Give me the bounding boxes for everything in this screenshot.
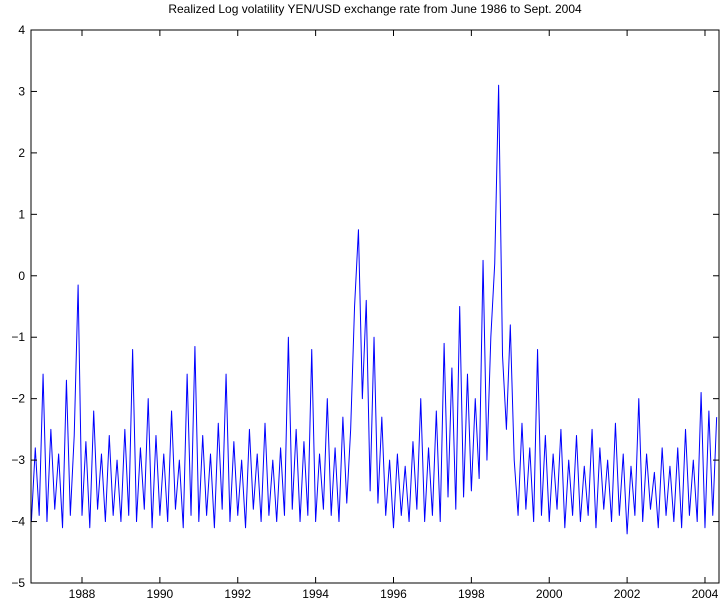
y-tick-label: −4 xyxy=(11,515,25,529)
data-line xyxy=(30,84,718,535)
y-tick-label: 2 xyxy=(18,146,25,160)
x-tick-label: 1990 xyxy=(147,587,174,600)
y-tick-label: 3 xyxy=(18,84,25,98)
x-tick-label: 1994 xyxy=(302,587,329,600)
y-tick-label: 1 xyxy=(18,207,25,221)
x-tick-label: 1998 xyxy=(458,587,485,600)
plot-frame xyxy=(30,29,720,584)
y-tick-label: −5 xyxy=(11,576,25,590)
x-tick-label: 1992 xyxy=(224,587,251,600)
y-tick-label: −1 xyxy=(11,330,25,344)
x-tick-label: 2000 xyxy=(536,587,563,600)
y-tick-label: −3 xyxy=(11,453,25,467)
y-tick-label: 4 xyxy=(18,23,25,37)
x-tick-label: 1988 xyxy=(69,587,96,600)
chart-title: Realized Log volatility YEN/USD exchange… xyxy=(168,2,582,16)
x-tick-label: 1996 xyxy=(380,587,407,600)
y-tick-label: 0 xyxy=(18,269,25,283)
x-tick-label: 2002 xyxy=(614,587,641,600)
x-tick-label: 2004 xyxy=(692,587,719,600)
y-tick-label: −2 xyxy=(11,392,25,406)
